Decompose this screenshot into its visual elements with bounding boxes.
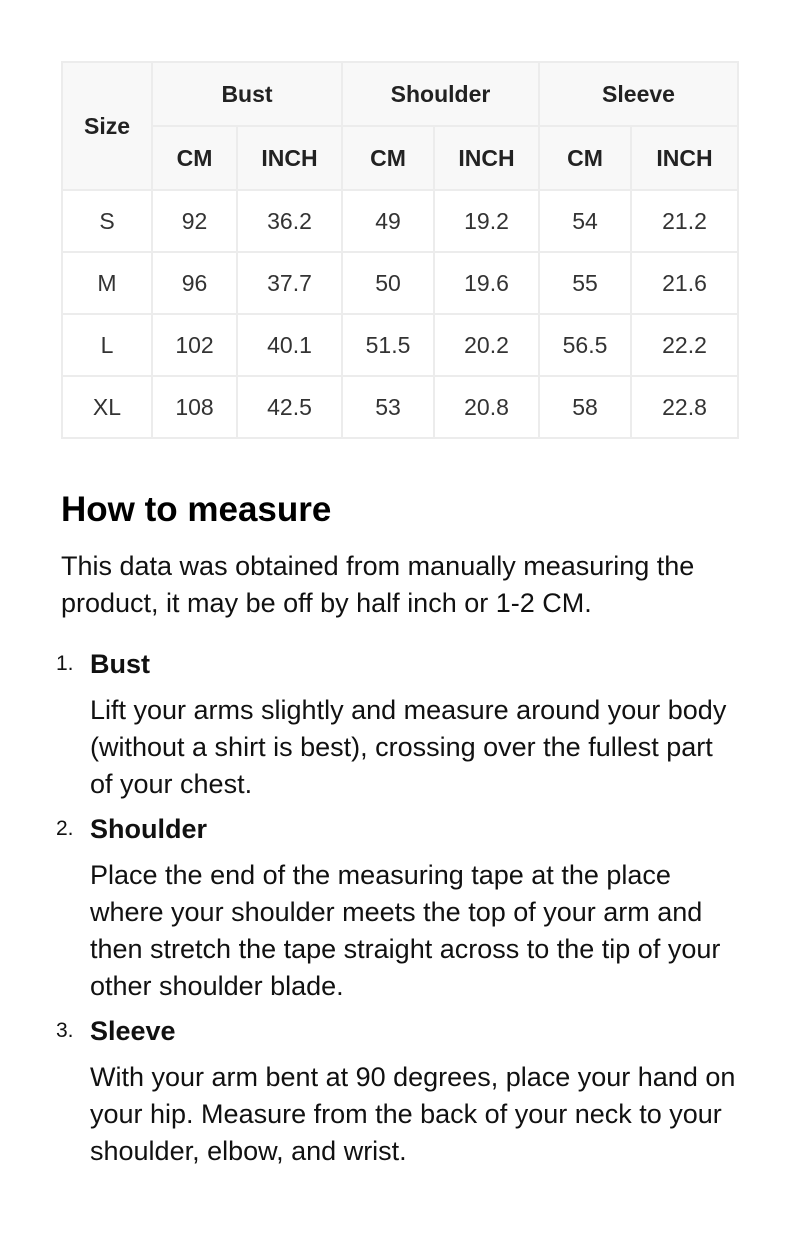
step-number: 1. bbox=[56, 652, 74, 675]
measure-cell: 40.1 bbox=[236, 313, 343, 377]
size-cell: L bbox=[61, 313, 153, 377]
measure-cell: 51.5 bbox=[341, 313, 435, 377]
measure-cell: 102 bbox=[151, 313, 238, 377]
table-row: S 92 36.2 49 19.2 54 21.2 bbox=[61, 189, 739, 253]
measure-cell: 22.8 bbox=[630, 375, 739, 439]
measure-cell: 58 bbox=[538, 375, 632, 439]
step-title: Bust bbox=[90, 649, 150, 679]
intro-text: This data was obtained from manually mea… bbox=[61, 551, 695, 618]
step-text: Place the end of the measuring tape at t… bbox=[90, 860, 721, 1001]
header-bust: Bust bbox=[151, 61, 343, 127]
measure-cell: 108 bbox=[151, 375, 238, 439]
measure-cell: 42.5 bbox=[236, 375, 343, 439]
header-size: Size bbox=[61, 61, 153, 191]
size-cell: M bbox=[61, 251, 153, 315]
header-unit: CM bbox=[151, 125, 238, 191]
step-number: 2. bbox=[56, 817, 74, 840]
measure-cell: 55 bbox=[538, 251, 632, 315]
measure-cell: 19.2 bbox=[433, 189, 540, 253]
header-unit: INCH bbox=[236, 125, 343, 191]
header-shoulder: Shoulder bbox=[341, 61, 540, 127]
step-item: 1. Bust Lift your arms slightly and meas… bbox=[0, 646, 760, 803]
step-title: Shoulder bbox=[90, 814, 208, 844]
measure-cell: 50 bbox=[341, 251, 435, 315]
step-text: Lift your arms slightly and measure arou… bbox=[90, 695, 727, 799]
step-number: 3. bbox=[56, 1019, 74, 1042]
size-cell: S bbox=[61, 189, 153, 253]
measure-cell: 22.2 bbox=[630, 313, 739, 377]
section-title: How to measure bbox=[61, 490, 332, 529]
table-row: M 96 37.7 50 19.6 55 21.6 bbox=[61, 251, 739, 315]
measure-cell: 54 bbox=[538, 189, 632, 253]
measure-cell: 21.6 bbox=[630, 251, 739, 315]
measure-cell: 21.2 bbox=[630, 189, 739, 253]
step-item: 2. Shoulder Place the end of the measuri… bbox=[0, 811, 760, 1005]
size-cell: XL bbox=[61, 375, 153, 439]
measure-cell: 36.2 bbox=[236, 189, 343, 253]
measure-cell: 37.7 bbox=[236, 251, 343, 315]
header-sleeve: Sleeve bbox=[538, 61, 739, 127]
header-unit: INCH bbox=[630, 125, 739, 191]
measure-cell: 56.5 bbox=[538, 313, 632, 377]
measure-cell: 92 bbox=[151, 189, 238, 253]
measure-cell: 49 bbox=[341, 189, 435, 253]
measure-cell: 53 bbox=[341, 375, 435, 439]
measure-steps: 1. Bust Lift your arms slightly and meas… bbox=[0, 646, 760, 1178]
measure-cell: 20.8 bbox=[433, 375, 540, 439]
table-row: XL 108 42.5 53 20.8 58 22.8 bbox=[61, 375, 739, 439]
header-unit: CM bbox=[341, 125, 435, 191]
measure-cell: 20.2 bbox=[433, 313, 540, 377]
step-text: With your arm bent at 90 degrees, place … bbox=[90, 1062, 736, 1166]
header-unit: CM bbox=[538, 125, 632, 191]
measure-cell: 19.6 bbox=[433, 251, 540, 315]
measure-cell: 96 bbox=[151, 251, 238, 315]
table-row: L 102 40.1 51.5 20.2 56.5 22.2 bbox=[61, 313, 739, 377]
size-chart-table: Size Bust Shoulder Sleeve CM INCH CM INC… bbox=[61, 61, 739, 439]
step-title: Sleeve bbox=[90, 1016, 176, 1046]
header-unit: INCH bbox=[433, 125, 540, 191]
step-item: 3. Sleeve With your arm bent at 90 degre… bbox=[0, 1013, 760, 1170]
